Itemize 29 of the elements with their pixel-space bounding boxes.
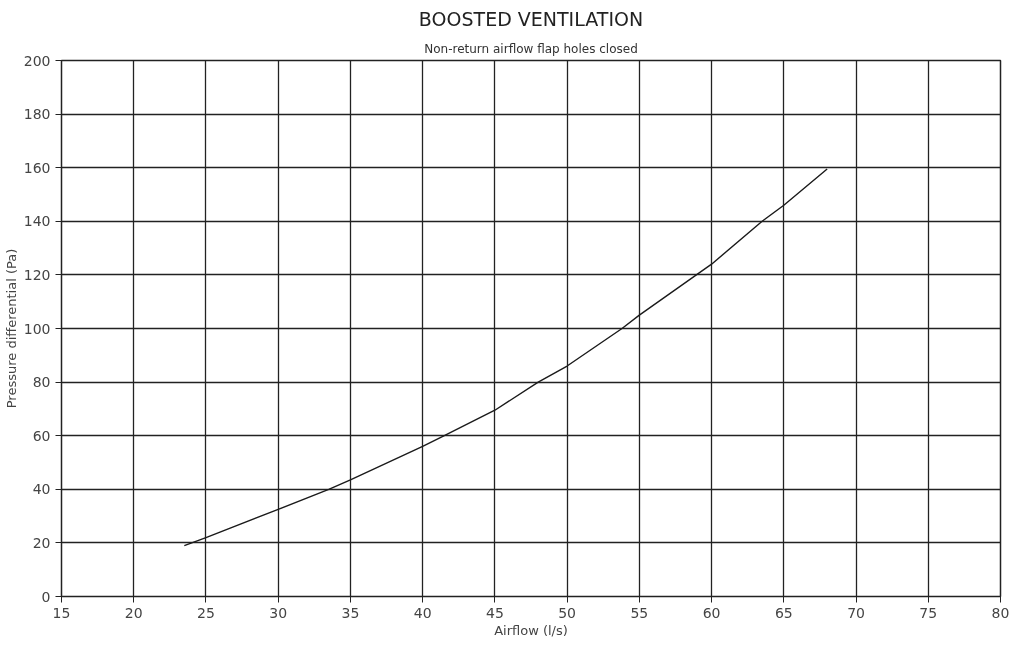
chart-subtitle: Non-return airflow flap holes closed [424, 41, 638, 56]
x-tick-label: 55 [630, 604, 649, 621]
y-tick-label: 60 [32, 427, 51, 444]
x-tick-label: 60 [702, 604, 721, 621]
y-tick-label: 180 [23, 106, 51, 123]
x-tick-label: 65 [774, 604, 793, 621]
y-tick-label: 120 [23, 266, 51, 283]
y-tick-label: 200 [23, 52, 51, 69]
y-tick-label: 140 [23, 213, 51, 230]
x-tick-label: 15 [52, 604, 71, 621]
x-tick-label: 70 [847, 604, 865, 621]
x-tick-label: 25 [197, 604, 215, 621]
x-tick-label: 50 [558, 604, 577, 621]
y-tick-label: 20 [32, 534, 51, 551]
y-tick-label: 80 [32, 374, 51, 391]
chart-title: BOOSTED VENTILATION [418, 7, 644, 30]
x-tick-label: 40 [413, 604, 432, 621]
y-tick-label: 0 [41, 588, 51, 605]
y-tick-label: 40 [32, 481, 51, 498]
x-tick-label: 45 [485, 604, 504, 621]
x-tick-label: 20 [124, 604, 143, 621]
x-axis-title: Airflow (l/s) [494, 622, 568, 638]
x-tick-label: 35 [341, 604, 360, 621]
x-tick-label: 30 [269, 604, 288, 621]
x-tick-label: 80 [991, 604, 1010, 621]
y-tick-label: 160 [23, 159, 51, 176]
y-axis-title: Pressure differential (Pa) [3, 248, 19, 409]
y-tick-label: 100 [23, 320, 51, 337]
x-tick-label: 75 [919, 604, 938, 621]
